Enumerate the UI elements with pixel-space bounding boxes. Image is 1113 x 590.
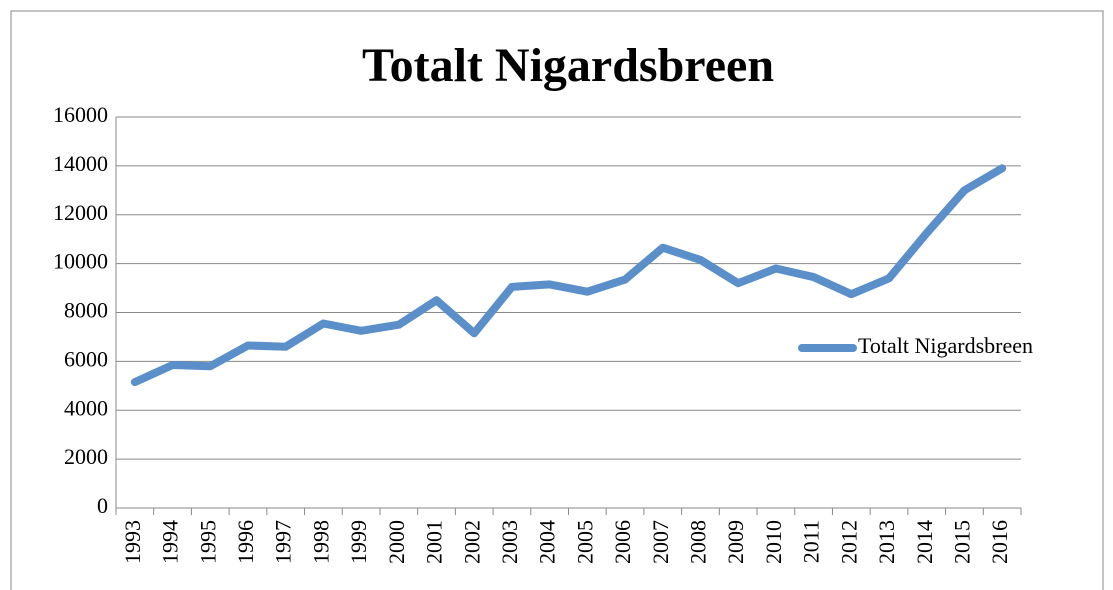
chart-frame — [10, 10, 1104, 590]
x-tick-label: 1996 — [233, 520, 258, 564]
x-tick-label: 2012 — [836, 520, 861, 564]
x-tick-label: 2009 — [723, 520, 748, 564]
x-tick-label: 2015 — [949, 520, 974, 564]
x-tick-label: 2005 — [572, 520, 597, 564]
x-tick-label: 2011 — [799, 520, 824, 563]
y-tick-label: 2000 — [64, 444, 108, 469]
y-tick-label: 6000 — [64, 346, 108, 371]
data-line — [130, 164, 1007, 387]
x-tick-label: 1999 — [346, 520, 371, 564]
x-tick-label: 2007 — [648, 520, 673, 564]
y-tick-label: 14000 — [53, 151, 108, 176]
x-tick-label: 2014 — [912, 520, 937, 564]
y-tick-label: 0 — [97, 493, 108, 518]
x-tick-label: 1998 — [308, 520, 333, 564]
x-tick-label: 2008 — [686, 520, 711, 564]
x-tick-label: 1993 — [120, 520, 145, 564]
x-tick-label: 1995 — [195, 520, 220, 564]
x-tick-label: 2004 — [535, 520, 560, 564]
x-tick-label: 2001 — [422, 520, 447, 564]
x-tick-label: 2000 — [384, 520, 409, 564]
x-tick-label: 2003 — [497, 520, 522, 564]
chart-title: Totalt Nigardsbreen — [362, 39, 774, 92]
y-tick-label: 16000 — [53, 102, 108, 127]
x-tick-label: 2010 — [761, 520, 786, 564]
x-tick-label: 2006 — [610, 520, 635, 564]
y-tick-label: 10000 — [53, 249, 108, 274]
x-tick-label: 2016 — [987, 520, 1012, 564]
y-tick-label: 4000 — [64, 395, 108, 420]
x-tick-label: 2013 — [874, 520, 899, 564]
y-tick-label: 8000 — [64, 298, 108, 323]
y-tick-label: 12000 — [53, 200, 108, 225]
x-tick-label: 1997 — [271, 520, 296, 564]
legend-label: Totalt Nigardsbreen — [858, 333, 1033, 358]
x-tick-label: 1994 — [158, 520, 183, 564]
x-tick-label: 2002 — [459, 520, 484, 564]
